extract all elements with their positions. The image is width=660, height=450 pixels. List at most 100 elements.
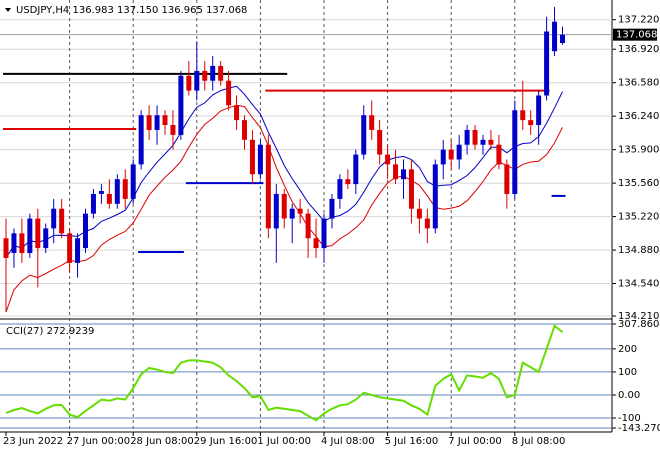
x-tick-label: 7 Jul 00:00 [448,436,502,447]
y-tick-label: 137.220 [618,15,659,26]
candle-body [27,218,33,254]
candle-body [218,65,224,81]
chart-title: USDJPY,H4 136.983 137.150 136.965 137.06… [16,5,247,16]
candle-body [178,75,184,135]
candle-body [385,154,391,165]
candle-body [138,115,144,165]
moving-average [5,85,563,259]
x-tick-label: 5 Jul 16:00 [385,436,439,447]
candle-body [472,129,478,145]
cci-line [5,324,564,422]
x-tick-label: 1 Jul 00:00 [257,436,311,447]
candle-body [361,115,367,155]
candle-body [337,179,343,199]
candle-body [424,218,430,229]
current-price-box [613,28,657,41]
candle-body [114,179,120,204]
candle-body [281,193,287,219]
candle-body [210,65,216,81]
y-tick-label: 134.210 [618,311,659,322]
candle-body [83,213,88,249]
candle-body [416,208,422,219]
x-tick-label: 23 Jun 2022 [3,436,63,447]
x-tick-label: 29 Jun 16:00 [194,436,258,447]
candle-body [43,228,49,249]
candle-body [257,144,263,175]
candle-body [480,139,486,145]
candle-body [154,115,160,130]
candle-body [305,213,311,239]
candle-body [408,169,414,209]
candle-body [353,154,359,185]
candle-body [122,179,128,199]
candle-body [146,115,152,130]
y-tick-label: 200 [618,344,637,355]
y-tick-label: -143.2702 [618,423,660,434]
candle-body [11,233,17,254]
candle-body [464,129,470,145]
candle-body [377,129,383,155]
candle-body [3,238,9,258]
candle-body [75,238,81,263]
y-tick-label: 307.8604 [618,319,660,330]
candle-body [194,70,200,91]
y-tick-label: 135.560 [618,178,659,189]
candle-body [321,218,327,249]
x-tick-label: 8 Jul 08:00 [512,436,566,447]
candle-body [289,208,295,219]
candle-body [35,218,41,249]
candle-body [67,233,73,263]
y-tick-label: 136.580 [618,78,659,89]
candle-body [90,193,96,214]
candle-body [456,144,462,160]
candle-body [313,238,319,249]
candle-body [98,190,104,194]
candle-body [106,193,112,204]
candle-body [59,208,65,234]
candle-body [432,164,438,229]
candle-body [242,120,247,140]
candle-body [544,31,550,96]
candle-body [536,95,542,126]
candle-body [130,164,136,199]
y-tick-label: 136.920 [618,44,659,55]
indicator-title: CCI(27) 272.9239 [6,326,94,337]
candle-body [496,144,502,165]
candle-body [51,208,57,229]
candle-body [401,169,406,180]
candle-body [249,139,255,175]
y-tick-label: 135.900 [618,145,659,156]
candle-body [186,75,192,91]
candle-body [448,149,454,160]
candle-body [329,198,335,219]
candle-body [512,110,518,194]
candle-body [162,115,168,126]
candle-body [297,208,303,214]
y-tick-label: 0.00 [618,390,640,401]
candle-body [528,120,534,126]
y-tick-label: 135.220 [618,212,659,223]
candle-body [265,144,271,229]
candle-body [393,164,399,180]
y-tick-label: 134.880 [618,245,659,256]
candle-body [19,233,25,254]
candle-body [273,193,279,229]
menu-triangle [5,8,11,12]
x-tick-label: 4 Jul 08:00 [321,436,375,447]
candle-body [504,164,510,194]
candle-body [560,34,565,44]
candle-body [170,125,176,135]
y-tick-label: -100 [618,413,641,424]
y-tick-label: 136.240 [618,111,659,122]
candle-body [202,70,208,81]
candle-body [520,110,526,121]
y-tick-label: 100 [618,367,637,378]
y-tick-label: 134.540 [618,279,659,290]
candle-body [234,105,240,121]
candle-body [552,21,558,52]
candle-body [345,179,351,185]
candle-body [226,80,232,106]
candle-body [369,115,375,130]
